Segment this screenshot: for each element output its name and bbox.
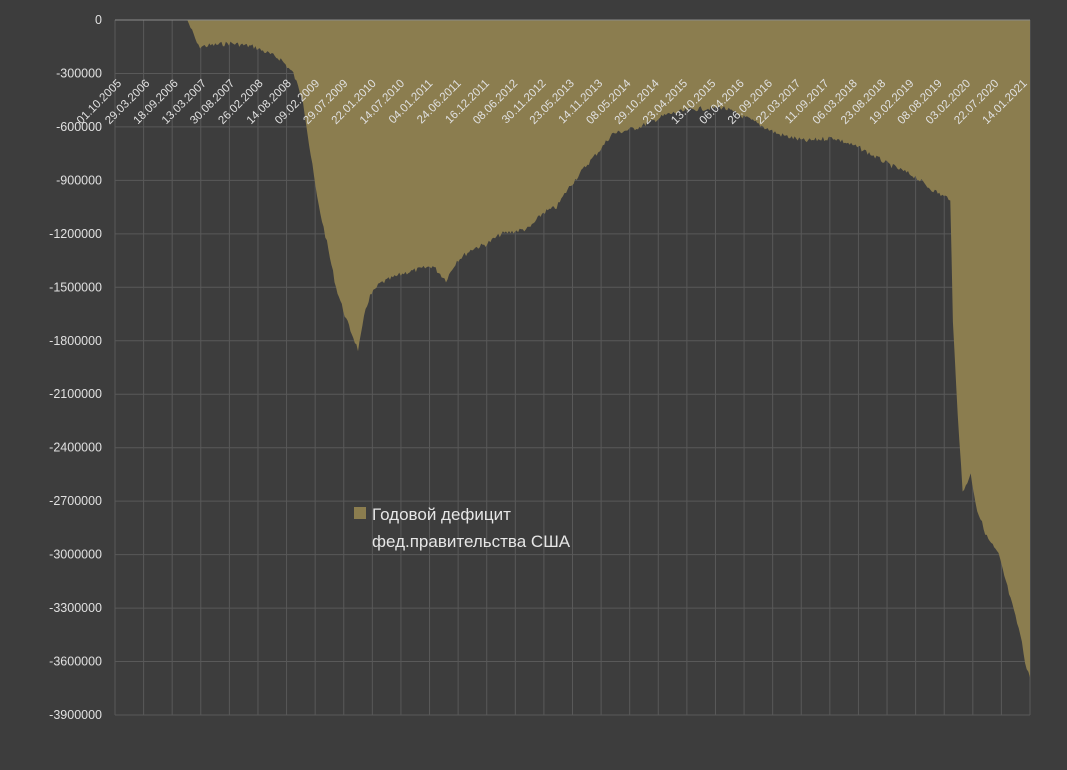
y-tick-label: -900000 [56,173,102,187]
legend-swatch [354,507,366,519]
y-tick-label: -600000 [56,120,102,134]
y-tick-label: -1500000 [49,280,102,294]
y-tick-label: -1800000 [49,334,102,348]
y-axis: 0 -300000 -600000 -900000 -1200000 -1500000 -1… [49,13,102,722]
legend: Годовой дефицит фед.правительства США [354,505,571,551]
area-layer [115,20,1030,678]
y-tick-label: -3600000 [49,655,102,669]
y-tick-label: -3900000 [49,708,102,722]
y-tick-label: -1200000 [49,227,102,241]
y-tick-label: 0 [95,13,102,27]
y-tick-label: -2400000 [49,441,102,455]
legend-label-line-2: фед.правительства США [372,532,571,551]
y-tick-label: -2100000 [49,387,102,401]
legend-label-line-1: Годовой дефицит [372,505,511,524]
y-tick-label: -3300000 [49,601,102,615]
y-tick-label: -300000 [56,66,102,80]
deficit-series-area [115,20,1030,678]
y-tick-label: -3000000 [49,548,102,562]
y-tick-label: -2700000 [49,494,102,508]
